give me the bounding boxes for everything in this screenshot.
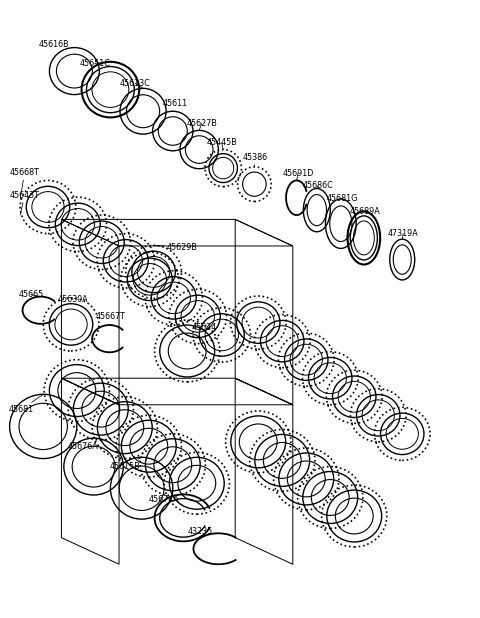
Text: 45386: 45386 (243, 153, 268, 167)
Text: 45681G: 45681G (326, 193, 358, 203)
Text: 45667T: 45667T (96, 312, 126, 325)
Text: 45691D: 45691D (282, 169, 313, 180)
Text: 45643T: 45643T (10, 191, 39, 215)
Text: 45665: 45665 (18, 290, 44, 299)
Text: 45613C: 45613C (120, 78, 151, 88)
Text: 47319A: 47319A (388, 229, 419, 239)
Text: 43235: 43235 (187, 527, 218, 536)
Text: 45651C: 45651C (79, 59, 110, 68)
Text: 45630A: 45630A (58, 295, 88, 304)
Text: 45615B: 45615B (109, 457, 142, 471)
Text: 45668T: 45668T (10, 168, 39, 199)
Text: 45611: 45611 (162, 99, 187, 111)
Text: 45676A: 45676A (67, 438, 98, 451)
Text: 45624: 45624 (187, 320, 217, 332)
Text: 45686C: 45686C (302, 181, 333, 190)
Text: 45689A: 45689A (349, 207, 380, 216)
Text: 45616B: 45616B (38, 40, 74, 49)
Text: 45629B: 45629B (154, 242, 198, 252)
Text: 45681: 45681 (9, 394, 43, 414)
Text: 45627B: 45627B (186, 119, 217, 130)
Text: 45674A: 45674A (149, 494, 183, 504)
Text: 45445B: 45445B (206, 138, 237, 150)
